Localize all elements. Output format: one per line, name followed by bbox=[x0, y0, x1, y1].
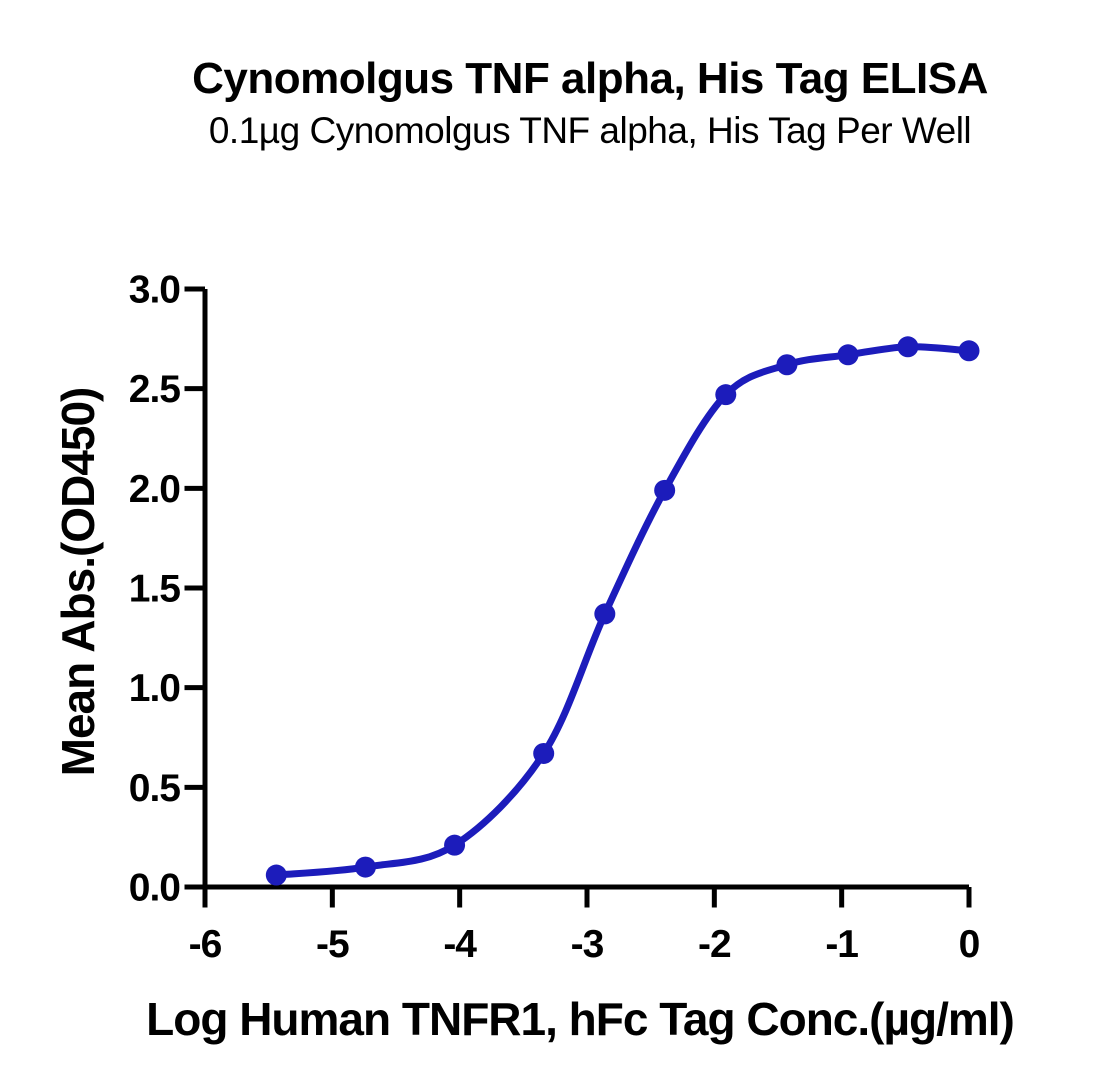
x-tick-label: -4 bbox=[443, 923, 477, 966]
data-point-marker bbox=[837, 344, 859, 366]
x-axis-title: Log Human TNFR1, hFc Tag Conc.(µg/ml) bbox=[146, 993, 1015, 1045]
data-point-marker bbox=[958, 340, 980, 362]
data-point-marker bbox=[654, 479, 676, 501]
data-point-marker bbox=[533, 742, 555, 764]
y-tick-label: 1.0 bbox=[129, 667, 181, 710]
y-tick-label: 0.5 bbox=[129, 767, 181, 810]
x-tick-label: 0 bbox=[959, 923, 980, 966]
data-point-marker bbox=[444, 834, 466, 856]
fit-curve bbox=[272, 343, 973, 879]
data-point-marker bbox=[265, 864, 287, 886]
data-point-marker bbox=[776, 354, 798, 376]
axis-lines bbox=[202, 289, 969, 890]
x-tick-label: -1 bbox=[825, 923, 858, 966]
y-tick-label: 2.0 bbox=[129, 468, 181, 511]
x-tick-label: -5 bbox=[316, 923, 349, 966]
data-point-marker bbox=[594, 603, 616, 625]
x-tick-label: -3 bbox=[571, 923, 604, 966]
y-tick-label: 1.5 bbox=[129, 568, 181, 611]
data-point-marker bbox=[354, 856, 376, 878]
data-point-marker bbox=[715, 384, 737, 406]
x-tick-label: -2 bbox=[698, 923, 731, 966]
y-tick-label: 0.0 bbox=[129, 867, 181, 910]
x-tick-label: -6 bbox=[189, 923, 222, 966]
data-point-marker bbox=[897, 336, 919, 358]
y-tick-label: 3.0 bbox=[129, 269, 181, 312]
chart-subtitle: 0.1µg Cynomolgus TNF alpha, His Tag Per … bbox=[208, 110, 972, 151]
y-tick-label: 2.5 bbox=[129, 368, 181, 411]
chart-title: Cynomolgus TNF alpha, His Tag ELISA bbox=[192, 54, 988, 103]
